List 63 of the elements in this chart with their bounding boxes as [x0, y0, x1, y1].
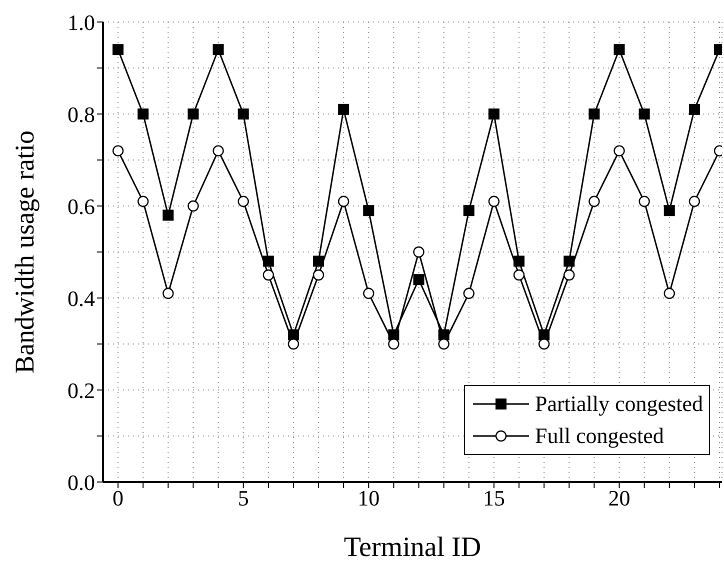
point: [564, 269, 575, 281]
y-tick-label: 0.6: [68, 194, 95, 219]
point: [664, 288, 675, 299]
point: [513, 269, 525, 281]
point: [212, 44, 224, 56]
y-tick-label: 0.8: [68, 102, 95, 127]
point: [413, 246, 424, 258]
point: [162, 288, 174, 299]
point: [588, 196, 600, 207]
point: [664, 205, 675, 216]
point: [212, 145, 224, 156]
point: [363, 205, 374, 216]
point: [688, 196, 700, 207]
legend-label: Partially congested: [534, 390, 703, 418]
y-tick-label: 0.4: [68, 286, 95, 311]
point: [262, 256, 274, 267]
point: [137, 196, 149, 207]
point: [238, 196, 249, 207]
point: [538, 338, 550, 350]
point: [138, 108, 149, 120]
point: [388, 338, 400, 350]
point: [288, 329, 299, 340]
point: [262, 269, 274, 281]
point: [488, 196, 500, 207]
x-tick-label: 0: [112, 486, 124, 511]
point: [514, 256, 525, 267]
point: [438, 329, 450, 340]
point: [312, 269, 324, 281]
point: [588, 108, 600, 120]
x-axis-title: Terminal ID: [344, 532, 482, 563]
point: [288, 338, 300, 350]
point: [338, 104, 350, 115]
point: [564, 256, 575, 267]
point: [638, 196, 650, 207]
point: [112, 145, 124, 156]
point: [463, 288, 474, 299]
point: [188, 108, 199, 120]
y-tick-label: 0.2: [68, 378, 95, 403]
y-tick-label: 1.0: [68, 10, 95, 35]
point: [688, 104, 700, 115]
point: [363, 288, 374, 299]
y-tick-label: 0.0: [68, 470, 95, 495]
x-tick-label: 20: [608, 486, 630, 511]
point: [313, 256, 324, 267]
point: [388, 329, 400, 340]
point: [538, 329, 550, 340]
x-tick-label: 5: [238, 486, 249, 511]
x-tick-label: 10: [358, 486, 380, 511]
point: [638, 108, 650, 120]
point: [463, 205, 474, 216]
y-axis-title: Bandwidth usage ratio: [10, 130, 40, 374]
point: [413, 274, 424, 286]
point: [614, 145, 625, 156]
legend-label: Full congested: [534, 422, 664, 450]
point: [338, 196, 350, 207]
point: [162, 210, 174, 221]
point: [112, 44, 124, 56]
x-tick-label: 15: [482, 486, 505, 511]
point: [488, 108, 500, 120]
point: [188, 200, 199, 212]
point: [238, 108, 249, 120]
point: [614, 44, 625, 56]
point: [438, 338, 450, 350]
